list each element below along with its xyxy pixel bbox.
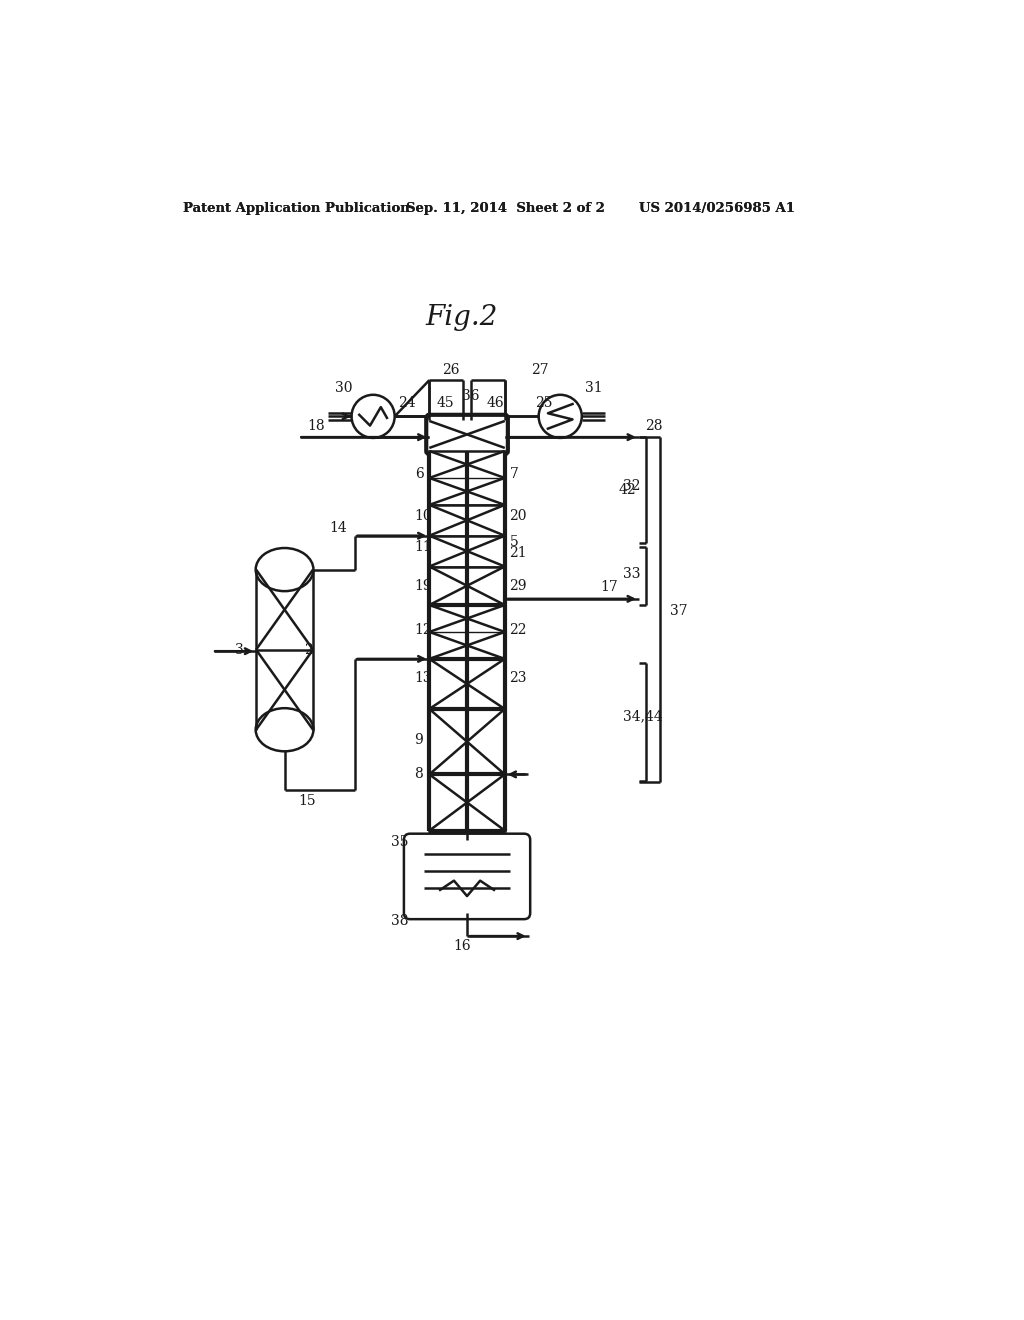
- Text: 25: 25: [535, 396, 552, 411]
- FancyBboxPatch shape: [403, 834, 530, 919]
- Text: 8: 8: [414, 767, 423, 781]
- Text: 16: 16: [453, 939, 470, 953]
- Bar: [429, 605, 505, 659]
- Bar: [429, 566, 505, 605]
- Text: 10: 10: [414, 510, 431, 524]
- Text: 15: 15: [298, 795, 316, 808]
- Bar: [429, 659, 505, 709]
- Text: Patent Application Publication: Patent Application Publication: [183, 202, 410, 215]
- Text: 18: 18: [307, 420, 326, 433]
- Text: 34,44: 34,44: [624, 710, 664, 723]
- Text: 14: 14: [330, 521, 347, 535]
- Text: US 2014/0256985 A1: US 2014/0256985 A1: [639, 202, 795, 215]
- Text: 30: 30: [335, 381, 352, 395]
- Text: 3: 3: [234, 643, 244, 656]
- Text: 12: 12: [414, 623, 431, 636]
- Text: Sep. 11, 2014  Sheet 2 of 2: Sep. 11, 2014 Sheet 2 of 2: [407, 202, 605, 215]
- Text: 42: 42: [618, 483, 636, 496]
- Text: 17: 17: [600, 581, 618, 594]
- Text: Sep. 11, 2014  Sheet 2 of 2: Sep. 11, 2014 Sheet 2 of 2: [407, 202, 605, 215]
- Text: 19: 19: [414, 578, 431, 593]
- Text: 29: 29: [509, 578, 527, 593]
- Text: 35: 35: [391, 836, 409, 849]
- Text: 46: 46: [486, 396, 504, 411]
- Text: 45: 45: [437, 396, 455, 411]
- Text: 32: 32: [624, 479, 641, 492]
- Bar: [429, 709, 505, 775]
- Text: 11: 11: [414, 540, 432, 554]
- Text: 5: 5: [509, 535, 518, 549]
- Text: 20: 20: [509, 510, 527, 524]
- Text: 36: 36: [462, 388, 479, 403]
- Text: 28: 28: [645, 420, 663, 433]
- Text: 33: 33: [624, 568, 641, 581]
- Text: 27: 27: [531, 363, 549, 378]
- Text: 38: 38: [391, 913, 409, 928]
- Text: 31: 31: [585, 381, 602, 395]
- Text: Fig.2: Fig.2: [426, 305, 498, 331]
- Bar: [429, 451, 505, 506]
- Text: 26: 26: [442, 363, 460, 378]
- Text: 9: 9: [414, 733, 423, 747]
- Bar: [429, 775, 505, 830]
- Bar: [429, 506, 505, 536]
- Text: 37: 37: [670, 605, 687, 618]
- Text: 13: 13: [414, 671, 431, 685]
- Text: 21: 21: [509, 545, 527, 560]
- Text: 7: 7: [509, 467, 518, 480]
- Text: 2: 2: [304, 643, 312, 656]
- Text: 22: 22: [509, 623, 527, 636]
- FancyBboxPatch shape: [426, 414, 508, 454]
- Text: US 2014/0256985 A1: US 2014/0256985 A1: [639, 202, 795, 215]
- Text: Patent Application Publication: Patent Application Publication: [183, 202, 410, 215]
- Text: 24: 24: [398, 396, 416, 411]
- Text: 6: 6: [416, 467, 424, 480]
- Bar: [429, 536, 505, 566]
- Text: 23: 23: [509, 671, 527, 685]
